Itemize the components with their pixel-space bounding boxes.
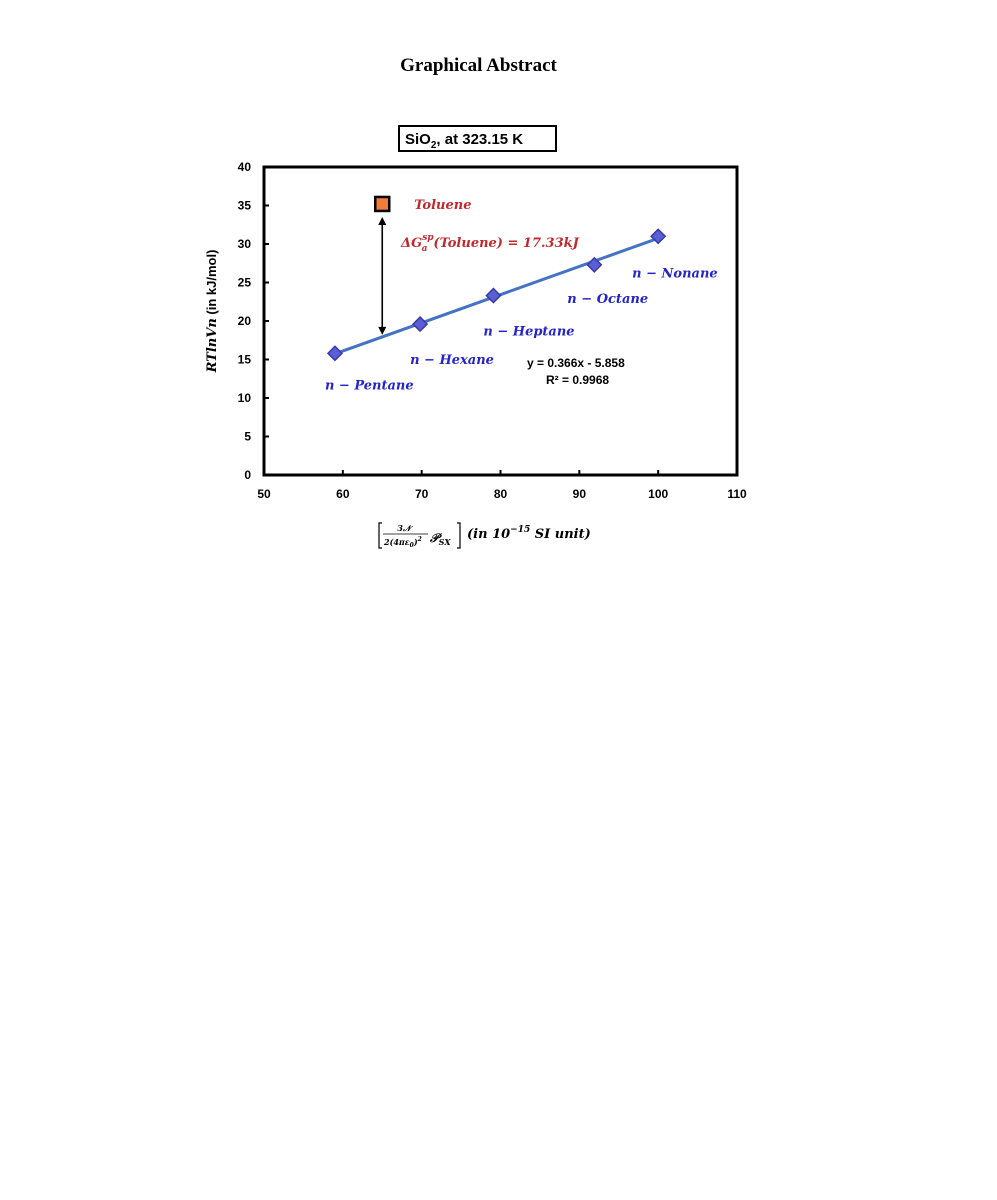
x-axis-label: 3𝒩 2(4πε0)2 𝒫SX (in 10−15 SI unit)	[378, 522, 591, 549]
x-tick-label: 50	[257, 487, 271, 501]
data-points	[326, 195, 667, 362]
data-point-label: n − Pentane	[325, 378, 414, 393]
data-point-diamond	[326, 345, 344, 362]
y-tick-label: 35	[238, 199, 252, 213]
chart-title: SiO2, at 323.15 K	[405, 131, 523, 151]
arrow-head-down	[378, 326, 387, 335]
svg-text:𝒫SX: 𝒫SX	[429, 531, 451, 547]
x-tick-label: 110	[727, 487, 747, 501]
x-tick-label: 100	[648, 487, 668, 501]
svg-text:(in 10−15 SI unit): (in 10−15 SI unit)	[467, 525, 591, 542]
y-tick-label: 25	[238, 276, 252, 290]
y-tick-label: 5	[244, 430, 251, 444]
y-tick-label: 20	[238, 314, 252, 328]
annotation-arrow-group	[378, 217, 387, 335]
y-tick-label: 10	[238, 391, 252, 405]
data-point-diamond	[586, 256, 603, 273]
x-tick-label: 90	[573, 487, 587, 501]
y-tick-label: 40	[238, 160, 252, 174]
data-point-diamond	[412, 316, 429, 333]
x-axis-ticks: 50 60 70 80 90 100 110	[257, 470, 747, 501]
y-tick-label: 15	[238, 353, 252, 367]
y-axis-ticks: 0 5 10 15 20 25 30 35 40	[238, 160, 269, 482]
x-tick-label: 70	[415, 487, 429, 501]
data-point-label: n − Heptane	[483, 325, 574, 340]
data-point-square	[374, 195, 391, 213]
chart-title-box: SiO2, at 323.15 K	[398, 125, 557, 152]
data-point-labels: n − Pentane n − Hexane n − Heptane n − Octa…	[325, 198, 718, 393]
data-point-label: n − Hexane	[410, 353, 494, 368]
trendline-equation: y = 0.366x - 5.858	[527, 356, 625, 370]
data-point-label: n − Octane	[567, 292, 648, 307]
svg-text:2(4πε0)2: 2(4πε0)2	[383, 536, 422, 549]
plot-area	[262, 165, 739, 477]
data-point-diamond	[650, 228, 667, 245]
data-point-label: Toluene	[414, 198, 471, 213]
y-tick-label: 30	[238, 237, 252, 251]
trendline-r2: R² = 0.9968	[546, 373, 609, 387]
x-tick-label: 80	[494, 487, 508, 501]
y-tick-label: 0	[244, 468, 251, 482]
arrow-head-up	[378, 217, 387, 226]
x-tick-label: 60	[336, 487, 350, 501]
page-title: Graphical Abstract	[400, 55, 557, 76]
svg-text:3𝒩: 3𝒩	[397, 523, 414, 533]
data-point-label: n − Nonane	[632, 266, 718, 281]
data-point-diamond	[485, 287, 502, 304]
annotation-delta-g: ΔGsp a (Toluene) = 17.33kJ	[400, 233, 580, 254]
y-axis-label: RTlnVn (in kJ/mol)	[204, 250, 220, 374]
